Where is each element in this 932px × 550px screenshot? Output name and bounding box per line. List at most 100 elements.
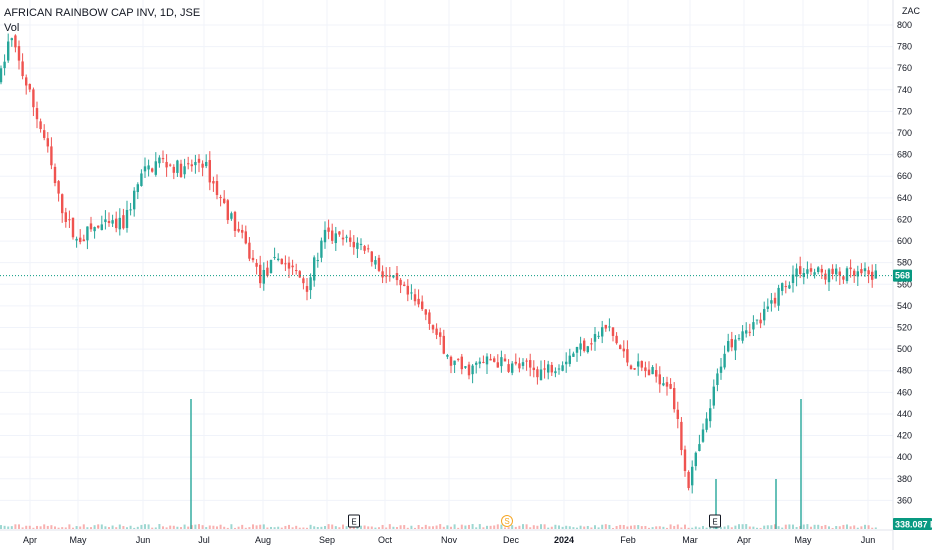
candle-body bbox=[874, 270, 877, 279]
volume-bar bbox=[72, 527, 74, 529]
candle-body bbox=[867, 270, 870, 275]
candle-body bbox=[115, 218, 118, 229]
volume-bar bbox=[766, 525, 769, 529]
volume-bar bbox=[723, 526, 726, 529]
candle-body bbox=[313, 257, 316, 281]
volume-bar bbox=[234, 527, 236, 529]
volume-bar bbox=[399, 525, 402, 529]
y-tick-label: 580 bbox=[897, 258, 912, 268]
volume-bar bbox=[471, 524, 474, 529]
y-tick-label: 620 bbox=[897, 214, 912, 224]
volume-bar bbox=[784, 524, 787, 529]
x-tick-label: 2024 bbox=[554, 535, 574, 545]
volume-bar bbox=[633, 525, 636, 529]
candle-body bbox=[406, 285, 409, 295]
volume-bar bbox=[14, 524, 17, 529]
candle-body bbox=[734, 339, 737, 351]
y-tick-label: 760 bbox=[897, 63, 912, 73]
volume-bar bbox=[817, 524, 820, 529]
volume-bar bbox=[280, 527, 283, 529]
volume-bar bbox=[291, 527, 294, 529]
candle-body bbox=[100, 224, 103, 231]
candle-body bbox=[680, 421, 683, 451]
volume-bar bbox=[403, 525, 406, 529]
candle-body bbox=[705, 418, 708, 430]
candle-body bbox=[3, 61, 6, 69]
volume-bar bbox=[820, 525, 823, 529]
volume-bar bbox=[853, 525, 856, 529]
y-tick-label: 540 bbox=[897, 301, 912, 311]
volume-bar bbox=[126, 527, 128, 529]
volume-bar bbox=[223, 526, 226, 529]
volume-bar bbox=[763, 525, 766, 529]
candle-body bbox=[356, 242, 359, 249]
volume-bar bbox=[75, 526, 78, 529]
volume-bar bbox=[504, 527, 506, 529]
candle-body bbox=[125, 209, 129, 228]
candle-body bbox=[338, 231, 341, 235]
volume-bar bbox=[244, 527, 247, 529]
candle-body bbox=[464, 366, 467, 368]
volume-bar bbox=[673, 525, 676, 529]
volume-bar bbox=[666, 527, 668, 529]
current-volume-value: 338.087 K bbox=[895, 520, 932, 530]
volume-bar bbox=[457, 527, 460, 529]
volume-bar bbox=[396, 527, 398, 529]
candle-body bbox=[446, 355, 449, 357]
y-tick-label: 640 bbox=[897, 193, 912, 203]
candle-body bbox=[17, 46, 21, 61]
candle-body bbox=[482, 361, 485, 363]
candle-body bbox=[507, 364, 510, 372]
volume-bar bbox=[86, 527, 89, 529]
volume-bar bbox=[50, 525, 53, 529]
candle-body bbox=[32, 89, 35, 108]
y-tick-label: 800 bbox=[897, 20, 912, 30]
candle-body bbox=[745, 330, 748, 334]
volume-bar bbox=[432, 526, 434, 529]
candle-body bbox=[683, 449, 687, 471]
event-marker-label: E bbox=[351, 518, 356, 527]
candle-body bbox=[712, 386, 715, 406]
candle-body bbox=[97, 225, 100, 228]
symbol-title: AFRICAN RAINBOW CAP INV, 1D, JSE bbox=[4, 7, 201, 19]
x-tick-label: May bbox=[69, 535, 87, 545]
volume-bar bbox=[334, 526, 337, 529]
candle-body bbox=[320, 240, 323, 258]
candle-body bbox=[856, 271, 859, 277]
volume-bar bbox=[298, 527, 301, 529]
volume-bar bbox=[208, 525, 211, 529]
y-tick-label: 480 bbox=[897, 366, 912, 376]
candle-body bbox=[723, 353, 726, 368]
candle-body bbox=[561, 365, 564, 371]
candle-body bbox=[622, 348, 625, 352]
volume-bar bbox=[392, 526, 395, 529]
candle-body bbox=[709, 408, 712, 422]
candle-body bbox=[259, 264, 262, 284]
candle-body bbox=[813, 272, 816, 275]
candle-body bbox=[457, 358, 460, 360]
candle-body bbox=[485, 356, 489, 365]
candle-body bbox=[392, 275, 395, 278]
x-tick-label: Dec bbox=[503, 535, 520, 545]
candle-body bbox=[489, 358, 492, 361]
candle-body bbox=[478, 361, 481, 364]
volume-bar bbox=[140, 524, 143, 529]
volume-bar bbox=[385, 527, 388, 529]
candle-body bbox=[176, 160, 179, 173]
candle-body bbox=[799, 266, 802, 275]
time-axis[interactable]: Apr May Jun Jul Aug Sep Oct Nov Dec 2024 Feb Mar Apr… bbox=[0, 529, 893, 545]
volume-bar bbox=[165, 527, 168, 529]
candle-body bbox=[68, 219, 71, 221]
volume-bar bbox=[489, 525, 492, 529]
volume-bar bbox=[514, 526, 517, 529]
candle-body bbox=[640, 361, 643, 368]
candle-body bbox=[536, 369, 539, 378]
x-tick-label: Nov bbox=[441, 535, 458, 545]
candle-body bbox=[10, 38, 13, 41]
volume-bar bbox=[561, 526, 564, 529]
candle-body bbox=[817, 267, 820, 273]
current-price-value: 568 bbox=[895, 271, 910, 281]
volume-bar bbox=[79, 526, 82, 529]
